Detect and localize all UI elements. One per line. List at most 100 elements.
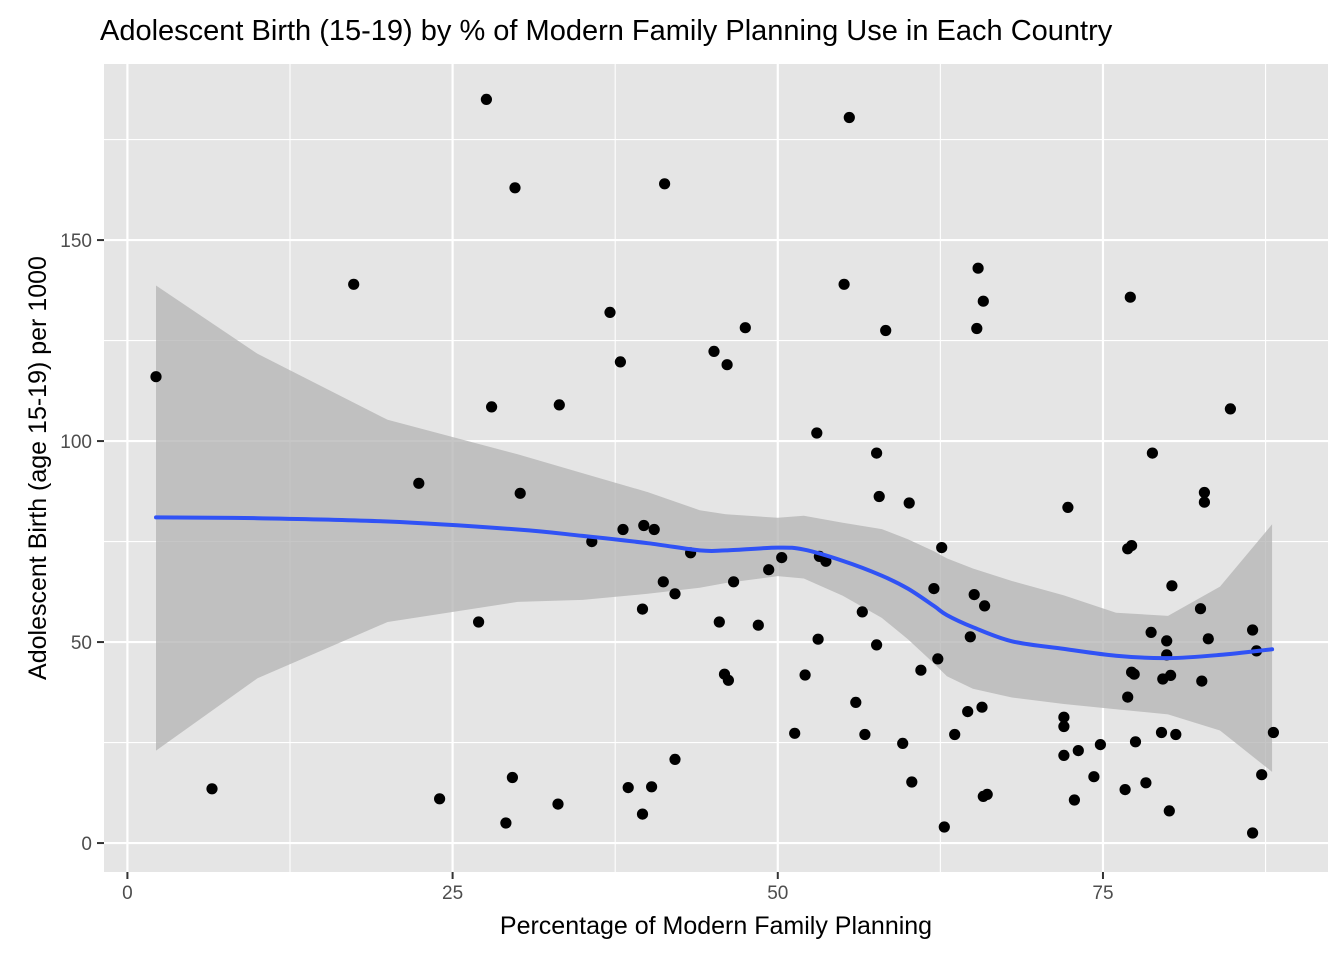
data-point xyxy=(897,737,909,750)
data-point xyxy=(1058,749,1070,762)
data-point xyxy=(614,356,627,368)
data-point xyxy=(859,728,871,741)
data-point xyxy=(669,588,681,600)
x-axis: 0 25 50 75 xyxy=(122,872,1114,904)
data-point xyxy=(636,808,649,820)
data-point xyxy=(1170,728,1182,741)
data-point xyxy=(873,490,885,503)
data-point xyxy=(1256,769,1268,781)
data-point xyxy=(972,262,984,274)
data-point xyxy=(413,477,425,489)
data-point xyxy=(669,753,681,766)
data-point xyxy=(713,616,725,628)
data-point xyxy=(871,639,883,651)
data-point xyxy=(659,178,671,190)
data-point xyxy=(1145,626,1157,639)
data-point xyxy=(150,371,162,383)
data-point xyxy=(1072,745,1084,757)
y-axis-title: Adolescent Birth (age 15-19) per 1000 xyxy=(24,256,52,680)
data-point xyxy=(1247,624,1259,636)
data-point xyxy=(1224,403,1236,415)
data-point xyxy=(1267,726,1279,739)
data-point xyxy=(1161,635,1173,647)
data-point xyxy=(1094,739,1106,751)
data-point xyxy=(856,606,868,618)
data-point xyxy=(812,633,824,645)
data-point xyxy=(1196,675,1208,687)
data-point xyxy=(838,278,850,290)
data-point xyxy=(206,783,218,795)
data-point xyxy=(981,788,993,801)
data-point xyxy=(506,771,518,784)
data-point xyxy=(1166,580,1178,592)
data-point xyxy=(722,674,735,686)
data-point xyxy=(928,583,940,595)
data-point xyxy=(843,111,855,124)
data-point xyxy=(721,359,733,371)
data-point xyxy=(636,603,649,615)
data-point xyxy=(1124,291,1136,303)
data-point xyxy=(1058,711,1070,723)
data-point xyxy=(962,706,974,718)
data-point xyxy=(348,278,360,290)
confidence-band xyxy=(156,285,1273,772)
data-point xyxy=(473,616,485,628)
data-point xyxy=(979,600,991,612)
x-tick-label: 25 xyxy=(442,883,463,904)
data-point xyxy=(906,776,918,788)
y-axis: 0 50 100 150 xyxy=(60,231,104,855)
data-point xyxy=(776,552,788,564)
data-point xyxy=(1129,736,1142,748)
data-point xyxy=(763,564,775,576)
y-tick-label: 50 xyxy=(71,633,92,654)
data-point xyxy=(752,619,764,631)
data-point xyxy=(936,542,948,554)
data-point xyxy=(949,728,961,741)
data-point xyxy=(1128,668,1140,680)
data-point xyxy=(648,523,660,536)
x-axis-title: Percentage of Modern Family Planning xyxy=(500,912,932,940)
data-point xyxy=(976,701,988,713)
data-point xyxy=(1126,540,1138,552)
data-point xyxy=(486,401,498,413)
data-point xyxy=(871,447,883,459)
data-point xyxy=(820,555,832,567)
data-point xyxy=(480,93,492,105)
data-point xyxy=(1058,720,1070,733)
data-point xyxy=(509,182,521,194)
data-point xyxy=(1062,501,1074,513)
data-point xyxy=(789,727,801,739)
data-point xyxy=(1155,726,1168,739)
data-point xyxy=(880,324,892,337)
data-point xyxy=(938,821,950,833)
data-point xyxy=(638,519,650,532)
data-point xyxy=(657,576,669,588)
data-point xyxy=(500,817,512,829)
data-point xyxy=(1247,827,1259,839)
data-point xyxy=(1140,777,1152,789)
y-tick-label: 100 xyxy=(60,432,92,453)
data-point xyxy=(1165,669,1177,682)
data-point xyxy=(903,497,915,509)
data-point xyxy=(728,576,740,588)
data-point xyxy=(1198,496,1210,508)
data-point xyxy=(622,782,634,794)
data-point xyxy=(552,798,564,810)
y-tick-label: 0 xyxy=(81,834,92,855)
data-point xyxy=(1146,447,1158,459)
chart-title: Adolescent Birth (15-19) by % of Modern … xyxy=(100,15,1113,47)
data-point xyxy=(1119,784,1131,796)
data-point xyxy=(1122,691,1134,703)
data-point xyxy=(932,653,944,665)
smooth-trend-line xyxy=(154,515,1275,661)
data-point xyxy=(1163,805,1175,817)
data-point xyxy=(553,399,565,411)
x-tick-label: 50 xyxy=(767,883,788,904)
data-point xyxy=(850,696,862,709)
data-point xyxy=(434,793,446,805)
x-tick-label: 75 xyxy=(1092,883,1113,904)
data-points xyxy=(150,93,1279,839)
data-point xyxy=(971,322,983,335)
